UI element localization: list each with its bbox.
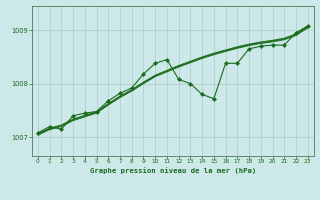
X-axis label: Graphe pression niveau de la mer (hPa): Graphe pression niveau de la mer (hPa) — [90, 167, 256, 174]
